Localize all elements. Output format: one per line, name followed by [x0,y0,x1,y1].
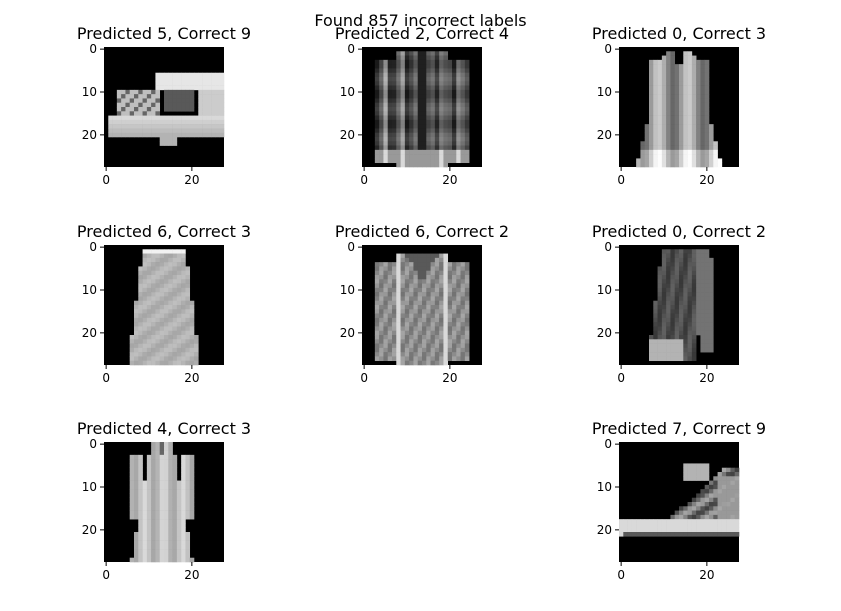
x-tick-label: 20 [699,371,714,385]
y-tick-label: 0 [89,42,97,56]
x-tick-label: 0 [102,371,110,385]
panel-title: Predicted 0, Correct 3 [592,24,766,43]
y-tick-label: 20 [82,128,97,142]
y-tick-label: 10 [82,283,97,297]
y-tick-label: 0 [604,240,612,254]
y-tick-label: 10 [597,283,612,297]
image-sandal [108,72,225,146]
y-tick-label: 10 [82,85,97,99]
panel-title: Predicted 0, Correct 2 [592,222,766,241]
y-tick-label: 20 [597,523,612,537]
y-tick-label: 20 [597,128,612,142]
y-tick-label: 10 [597,480,612,494]
y-tick-label: 0 [604,437,612,451]
y-tick-label: 10 [340,283,355,297]
y-tick-label: 20 [82,523,97,537]
x-tick-label: 20 [442,371,457,385]
y-tick-label: 10 [597,85,612,99]
x-tick-label: 0 [102,173,110,187]
y-tick-label: 10 [340,85,355,99]
x-tick-label: 20 [184,371,199,385]
y-tick-label: 20 [340,128,355,142]
x-tick-label: 20 [699,173,714,187]
panel-title: Predicted 6, Correct 3 [77,222,251,241]
x-tick-label: 0 [360,173,368,187]
panel-title: Predicted 2, Correct 4 [335,24,509,43]
image-dark-coat [649,249,714,362]
x-tick-label: 20 [184,173,199,187]
y-tick-label: 10 [82,480,97,494]
panel-grid: Predicted 5, Correct 90 2001020Predicted … [77,24,766,582]
y-tick-label: 0 [89,437,97,451]
y-tick-label: 0 [347,240,355,254]
image-sweater [374,253,470,366]
image-long-dress [129,442,195,563]
y-tick-label: 20 [82,326,97,340]
y-tick-label: 0 [604,42,612,56]
x-tick-label: 0 [617,173,625,187]
y-tick-label: 20 [597,326,612,340]
panel-title: Predicted 6, Correct 2 [335,222,509,241]
panel-title: Predicted 7, Correct 9 [592,419,766,438]
panel-title: Predicted 5, Correct 9 [77,24,251,43]
x-tick-label: 20 [184,568,199,582]
x-tick-label: 0 [617,568,625,582]
figure-suptitle: Found 857 incorrect labels [314,11,526,30]
x-tick-label: 20 [699,568,714,582]
image-skirt-dress [129,249,199,366]
panel-title: Predicted 4, Correct 3 [77,419,251,438]
y-tick-label: 0 [347,42,355,56]
x-tick-label: 20 [442,173,457,187]
image-dress [636,51,723,168]
x-tick-label: 0 [360,371,368,385]
y-tick-label: 0 [89,240,97,254]
x-tick-label: 0 [102,568,110,582]
image-dark-cardigan [374,51,470,168]
image-ankle-boot [619,463,740,537]
x-tick-label: 0 [617,371,625,385]
y-tick-label: 20 [340,326,355,340]
